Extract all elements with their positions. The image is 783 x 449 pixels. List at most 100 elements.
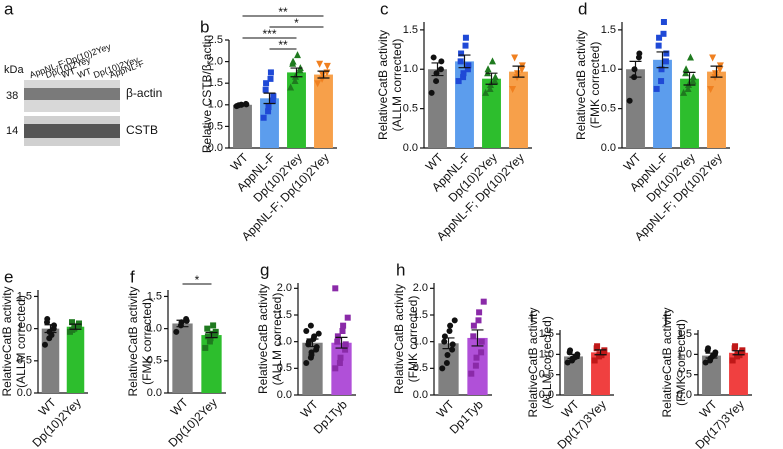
data-point <box>308 352 315 358</box>
data-point <box>653 85 660 92</box>
data-point <box>514 70 521 78</box>
y-tick-label: 0.0 <box>208 142 223 154</box>
data-point <box>660 19 667 25</box>
y-tick-label: 1.0 <box>277 336 292 348</box>
data-point <box>76 320 82 327</box>
x-tick-label: WT <box>298 397 322 421</box>
significance-label: *** <box>262 27 276 41</box>
data-point <box>658 78 665 85</box>
error-bar <box>710 65 723 78</box>
data-point <box>457 58 464 65</box>
data-point <box>428 89 435 96</box>
significance-label: ** <box>278 38 288 52</box>
bar <box>287 72 306 148</box>
error-bar <box>290 67 303 78</box>
y-axis-label: RelativeCatB activity <box>256 284 270 394</box>
data-point <box>334 333 341 340</box>
data-point <box>260 114 267 121</box>
data-point <box>567 347 574 354</box>
data-point <box>591 357 598 364</box>
y-axis-label: (ALLM corrected) <box>390 39 404 132</box>
data-point <box>204 325 211 332</box>
data-point <box>339 328 346 334</box>
error-bar <box>683 71 696 86</box>
data-point <box>682 65 690 73</box>
marker-kda: 38 <box>6 90 18 102</box>
y-axis-label: RelativeCatB activity <box>0 286 14 396</box>
kda-label: kDa <box>4 64 24 76</box>
data-point <box>42 341 48 348</box>
data-point <box>655 42 662 49</box>
data-point <box>460 74 467 81</box>
blot-band <box>24 88 120 100</box>
y-tick-label: 1.5 <box>403 24 418 36</box>
data-point <box>303 328 310 334</box>
data-point <box>446 328 453 334</box>
data-point <box>270 93 277 100</box>
y-tick-label: 0.5 <box>277 362 292 374</box>
y-axis-label: Relative CSTB/β-actin <box>200 35 214 153</box>
data-point <box>631 66 638 73</box>
data-point <box>444 352 451 358</box>
data-point <box>315 330 322 337</box>
y-axis-label: (ALLM corrected) <box>540 316 554 409</box>
data-point <box>709 54 717 62</box>
data-point <box>307 322 314 329</box>
y-tick-label: 1.0 <box>17 323 32 335</box>
data-point <box>478 349 485 356</box>
bar-chart-panel: d RelativeCatB activity (FMK corrected) 0.0… <box>574 0 730 244</box>
error-bar <box>335 336 348 349</box>
data-point <box>332 365 339 372</box>
bar <box>438 343 459 395</box>
data-point <box>687 53 694 61</box>
bar <box>260 98 279 148</box>
panel-label: i <box>530 307 534 326</box>
marker-kda: 14 <box>6 125 18 137</box>
error-bar <box>69 323 82 330</box>
y-axis-label: RelativeCatB activity <box>376 30 390 140</box>
data-point <box>729 357 736 364</box>
bar <box>428 69 447 148</box>
y-axis-label: (FMK corrected) <box>588 42 602 129</box>
data-point <box>51 322 57 329</box>
error-bar <box>512 65 525 78</box>
data-point <box>294 51 301 59</box>
y-tick-label: 0.0 <box>413 389 428 401</box>
y-tick-label: 0.5 <box>413 362 428 374</box>
panel-label: c <box>380 0 389 18</box>
data-point <box>173 328 180 335</box>
data-point <box>449 341 456 348</box>
x-tick-label: Dp(17)3Yey <box>554 397 608 449</box>
bar <box>331 342 352 395</box>
y-tick-label: 2.0 <box>277 282 292 294</box>
data-point <box>69 326 76 333</box>
bar <box>564 356 583 395</box>
data-point <box>451 317 458 324</box>
panel-label: h <box>396 260 405 279</box>
data-point <box>470 333 477 340</box>
y-tick-label: 1.5 <box>677 328 692 340</box>
bar <box>302 342 323 395</box>
panel-label: e <box>4 267 13 286</box>
y-tick-label: 1.5 <box>17 290 32 302</box>
data-point <box>707 85 715 93</box>
protein-label: β-actin <box>126 86 162 100</box>
data-point <box>458 50 465 57</box>
y-tick-label: 2.5 <box>208 34 223 46</box>
data-point <box>342 341 349 348</box>
data-point <box>44 315 51 322</box>
error-bar <box>567 353 580 360</box>
bar <box>314 74 333 148</box>
data-point <box>267 69 274 76</box>
data-point <box>475 317 482 324</box>
error-bar <box>732 350 745 356</box>
blot-band <box>24 124 120 138</box>
data-point <box>689 77 697 85</box>
error-bar <box>263 92 276 105</box>
y-tick-label: 0.5 <box>208 120 223 132</box>
blot-panel: a kDa 38 14 β-actin CSTB <box>4 0 162 146</box>
data-point <box>305 338 312 345</box>
data-point <box>209 330 216 337</box>
data-point <box>509 85 517 93</box>
